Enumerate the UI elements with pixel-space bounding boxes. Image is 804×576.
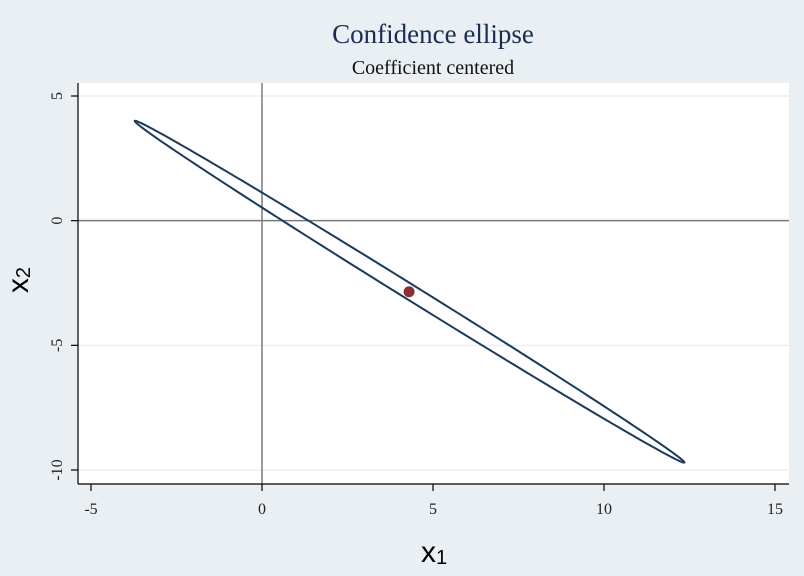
- x-tick-label-1: 0: [258, 501, 266, 518]
- y-tick-label-3: -10: [49, 459, 66, 480]
- x-tick-label-4: 15: [767, 501, 783, 518]
- y-axis-label-main: x: [2, 278, 35, 293]
- y-axis-label: x2: [2, 267, 35, 293]
- x-tick-label-0: -5: [84, 501, 97, 518]
- chart-title: Confidence ellipse: [332, 19, 534, 49]
- x-axis-label-sub: 1: [436, 547, 447, 569]
- confidence-ellipse: [133, 119, 686, 464]
- y-tick-label-1: 0: [49, 217, 66, 225]
- chart-subtitle: Coefficient centered: [352, 57, 514, 79]
- x-axis-label: x1: [421, 536, 447, 569]
- x-axis-label-main: x: [421, 536, 436, 569]
- x-tick-label-3: 10: [596, 501, 612, 518]
- y-axis-ticks: 5 0 -5 -10: [49, 92, 78, 481]
- plot-area: [78, 83, 789, 484]
- reference-lines: [78, 83, 789, 484]
- y-tick-label-0: 5: [49, 92, 66, 100]
- y-axis-label-sub: 2: [13, 267, 35, 278]
- x-axis-ticks: -5 0 5 10 15: [84, 484, 783, 518]
- y-tick-label-2: -5: [49, 339, 66, 352]
- x-tick-label-2: 5: [429, 501, 437, 518]
- coefficient-point: [403, 286, 415, 298]
